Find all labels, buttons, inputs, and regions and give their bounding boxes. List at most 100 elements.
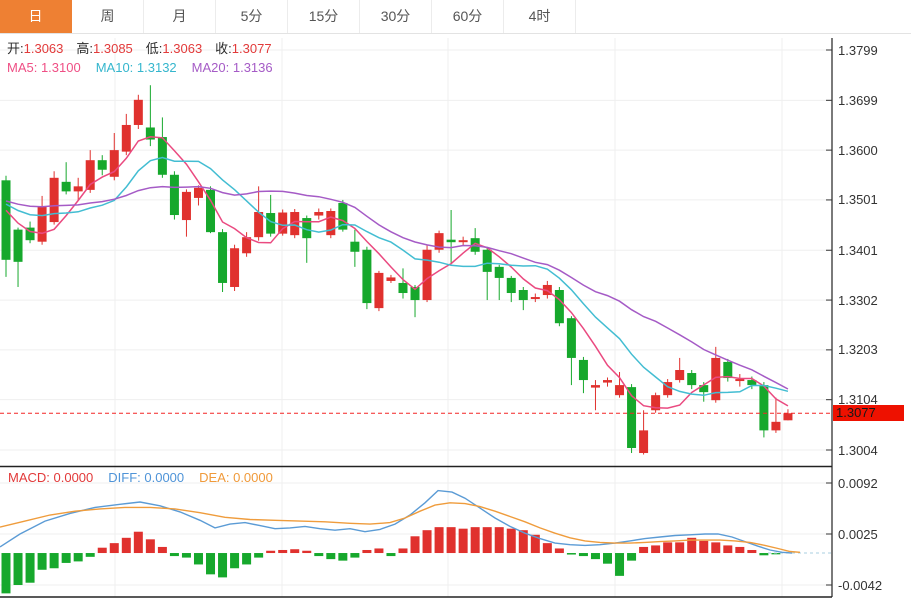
macd-bar — [193, 553, 203, 565]
candle-body — [374, 272, 384, 309]
macd-bar — [675, 542, 685, 554]
candle-body — [615, 385, 625, 396]
ma10-line — [5, 156, 789, 397]
tab-月[interactable]: 月 — [144, 0, 216, 33]
macd-bar — [242, 553, 252, 565]
candle-body — [747, 380, 757, 386]
ma-legend-item: MA10: 1.3132 — [95, 60, 177, 75]
macd-bar — [422, 530, 432, 554]
macd-bar — [121, 537, 131, 554]
ma5-line — [5, 136, 789, 409]
macd-bar — [603, 553, 612, 564]
candle-body — [434, 233, 444, 250]
macd-bar — [747, 549, 757, 554]
candle-body — [290, 212, 300, 236]
candle-body — [109, 150, 119, 177]
macd-bar — [759, 553, 769, 556]
axis-tick-label: 1.3699 — [838, 92, 878, 108]
ma-legend-item: MA5: 1.3100 — [7, 60, 81, 75]
candle-body — [494, 266, 504, 278]
macd-bar — [97, 547, 107, 554]
macd-bar — [554, 548, 564, 554]
ohlc-label: 开: — [7, 41, 24, 56]
macd-bar — [699, 540, 709, 554]
candle-body — [663, 382, 673, 396]
ohlc-value: 1.3077 — [231, 41, 272, 56]
axis-tick-label: 1.3799 — [838, 42, 878, 58]
macd-bar — [338, 553, 348, 561]
ma-legend: MA5: 1.3100 MA10: 1.3132 MA20: 1.3136 — [7, 60, 288, 75]
candle-body — [783, 413, 793, 421]
candle-body — [338, 202, 348, 230]
candle-body — [61, 181, 71, 192]
macd-bar — [494, 527, 504, 554]
tab-周[interactable]: 周 — [72, 0, 144, 33]
macd-bar — [302, 550, 312, 554]
candle-body — [759, 385, 769, 431]
macd-bar — [386, 553, 396, 557]
macd-bar — [85, 553, 95, 557]
candle-body — [771, 421, 781, 431]
tab-60分[interactable]: 60分 — [432, 0, 504, 33]
current-price-badge: 1.3077 — [833, 405, 904, 422]
macd-legend-item: MACD: 0.0000 — [8, 470, 94, 485]
candle-body — [687, 373, 697, 386]
macd-bar — [506, 528, 516, 554]
tab-15分[interactable]: 15分 — [288, 0, 360, 33]
candle-body — [566, 318, 576, 358]
macd-bar — [145, 539, 155, 554]
macd-bar — [566, 553, 576, 555]
candle-body — [362, 249, 372, 304]
axis-tick-label: 0.0092 — [838, 475, 878, 491]
candle-body — [206, 189, 216, 233]
macd-bar — [362, 549, 372, 554]
macd-bar — [73, 553, 83, 562]
macd-bar — [458, 528, 468, 554]
macd-bar — [326, 553, 336, 560]
candle-body — [518, 290, 528, 301]
candle-body — [157, 137, 167, 175]
candle-body — [278, 212, 288, 234]
candle-body — [711, 357, 721, 401]
axis-tick-label: 0.0025 — [838, 526, 878, 542]
candle-body — [578, 359, 588, 381]
candle-body — [422, 249, 432, 301]
tab-日[interactable]: 日 — [0, 0, 72, 33]
macd-bar — [542, 543, 552, 554]
macd-bar — [206, 553, 216, 575]
macd-bar — [590, 553, 600, 560]
candle-body — [482, 249, 492, 272]
tab-4时[interactable]: 4时 — [504, 0, 576, 33]
candle-body — [398, 282, 408, 294]
tab-5分[interactable]: 5分 — [216, 0, 288, 33]
candle-body — [651, 395, 661, 411]
macd-bar — [446, 527, 456, 554]
candle-body — [49, 177, 59, 223]
tab-30分[interactable]: 30分 — [360, 0, 432, 33]
macd-bar — [266, 550, 276, 554]
ma20-line — [5, 185, 789, 390]
candle-body — [230, 248, 240, 287]
macd-bar — [711, 542, 721, 554]
macd-bar — [133, 531, 143, 554]
candle-body — [675, 370, 685, 381]
ohlc-value: 1.3085 — [93, 41, 133, 56]
candle-body — [97, 160, 107, 170]
macd-bar — [663, 542, 673, 554]
axis-tick-label: 1.3501 — [838, 192, 878, 208]
macd-bar — [687, 537, 697, 554]
macd-legend-item: DIFF: 0.0000 — [108, 470, 185, 485]
ohlc-value: 1.3063 — [23, 41, 64, 56]
macd-bar — [530, 534, 540, 554]
candle-body — [302, 218, 312, 239]
macd-bar — [615, 553, 625, 576]
macd-bar — [470, 527, 480, 554]
macd-bar — [410, 536, 420, 554]
ohlc-legend: 开:1.3063 高:1.3085 低:1.3063 收:1.3077 — [7, 41, 285, 56]
candle-body — [723, 361, 733, 379]
macd-bar — [771, 553, 781, 555]
candle-body — [590, 385, 600, 388]
macd-legend-item: DEA: 0.0000 — [199, 470, 273, 485]
macd-bar — [578, 553, 588, 557]
